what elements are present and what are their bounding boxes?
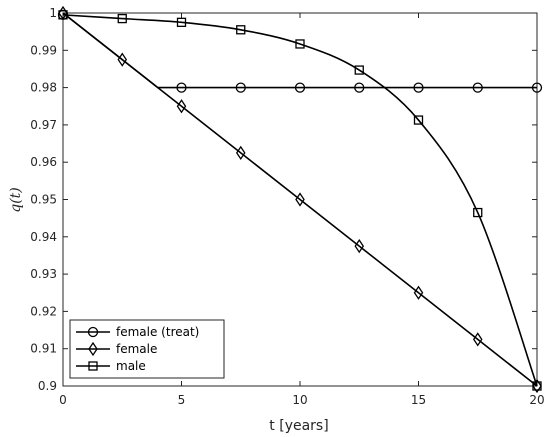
x-tick-label: 0 [59,393,67,407]
y-tick-label: 0.93 [30,267,57,281]
legend-label: female [116,342,157,356]
y-tick-label: 0.95 [30,193,57,207]
data-point-square [236,25,246,35]
data-point-circle [235,82,246,93]
x-tick-label: 10 [292,393,307,407]
data-point-diamond [117,52,128,67]
data-point-circle [472,82,483,93]
x-tick-label: 15 [411,393,426,407]
data-point-diamond [413,285,424,300]
legend-label: male [116,359,146,373]
legend-marker-square [88,361,98,371]
data-point-diamond [295,192,305,207]
data-point-square [413,115,424,125]
data-point-circle [176,82,187,93]
legend: female (treat) female male [69,319,225,379]
y-axis-label: q(t) [8,187,24,213]
y-tick-label: 0.97 [30,118,57,132]
series-line [62,14,538,387]
data-point-circle [354,82,365,93]
data-point-diamond [235,145,246,161]
y-tick-label: 0.92 [30,304,57,318]
data-point-square [532,381,542,391]
data-point-diamond [532,378,542,394]
data-point-diamond [354,238,365,254]
data-point-square [176,17,187,27]
data-point-diamond [176,99,187,114]
legend-label: female (treat) [116,325,199,339]
y-tick-label: 0.9 [38,379,57,393]
x-axis-label: t [years] [269,418,328,434]
data-point-square [58,10,68,20]
y-tick-label: 0.91 [30,342,57,356]
y-tick-label: 0.99 [30,43,57,57]
y-tick-label: 1 [49,6,57,20]
x-tick-label: 5 [178,393,186,407]
series-group [57,5,543,394]
legend-marker-circle [87,326,99,338]
axis-ticks: 0 5 10 15 20 0.9 0.91 0.92 0.93 0.94 0.95 0.96 0.97 0… [30,6,544,407]
data-point-square [473,207,483,218]
y-tick-label: 0.98 [30,81,57,95]
legend-entry: female [76,341,157,357]
data-point-square [295,39,305,49]
x-tick-label: 20 [529,393,544,407]
data-point-diamond [472,332,483,347]
data-point-circle [413,82,424,93]
data-point-square [354,65,364,75]
data-point-square [117,13,127,24]
legend-entry: female (treat) [76,325,199,339]
legend-entry: male [76,359,146,373]
y-tick-label: 0.96 [30,155,57,169]
data-point-circle [294,82,306,93]
y-tick-label: 0.94 [30,230,57,244]
legend-marker-diamond [88,341,98,357]
series-square [58,10,542,391]
series-line [62,12,538,387]
data-point-circle [531,82,543,93]
